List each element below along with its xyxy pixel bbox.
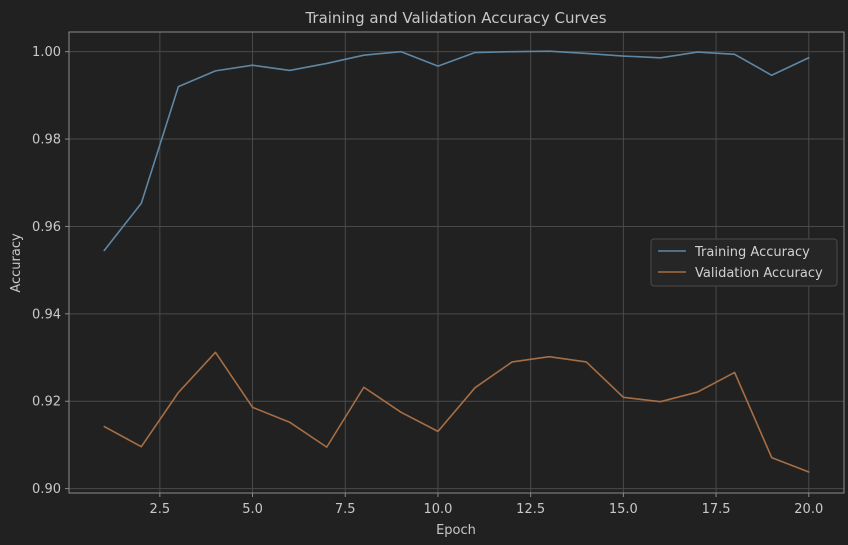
series-layer (103, 50, 810, 473)
chart-title: Training and Validation Accuracy Curves (304, 9, 606, 27)
validation-accuracy-line (103, 351, 810, 473)
axes-frame (68, 31, 845, 494)
y-tick-label: 0.96 (32, 220, 61, 235)
x-tick-label: 5.0 (242, 502, 263, 517)
x-axis-title: Epoch (436, 523, 476, 538)
x-tick-label: 12.5 (516, 502, 545, 517)
legend-label-validation: Validation Accuracy (695, 266, 823, 281)
x-tick-label: 15.0 (609, 502, 638, 517)
x-tick-label: 17.5 (702, 502, 731, 517)
x-tick-label: 2.5 (150, 502, 171, 517)
x-tick-label: 20.0 (794, 502, 823, 517)
y-tick-label: 0.98 (32, 133, 61, 148)
grid-layer (69, 32, 844, 493)
training-accuracy-line (103, 50, 810, 252)
legend-box (650, 238, 838, 287)
y-tick-label: 0.92 (32, 395, 61, 410)
x-tick-label: 10.0 (423, 502, 452, 517)
x-tick-label: 7.5 (335, 502, 356, 517)
y-tick-label: 0.94 (32, 307, 61, 322)
y-tick-label: 1.00 (32, 45, 61, 60)
y-axis-title: Accuracy (9, 233, 24, 293)
x-ticks: 2.5 5.0 7.5 10.0 12.5 15.0 17.5 20.0 (150, 493, 823, 517)
y-tick-label: 0.90 (32, 482, 61, 497)
y-ticks: 0.90 0.92 0.94 0.96 0.98 1.00 (32, 45, 69, 497)
legend: Training Accuracy Validation Accuracy (650, 238, 838, 287)
legend-label-training: Training Accuracy (694, 245, 810, 260)
